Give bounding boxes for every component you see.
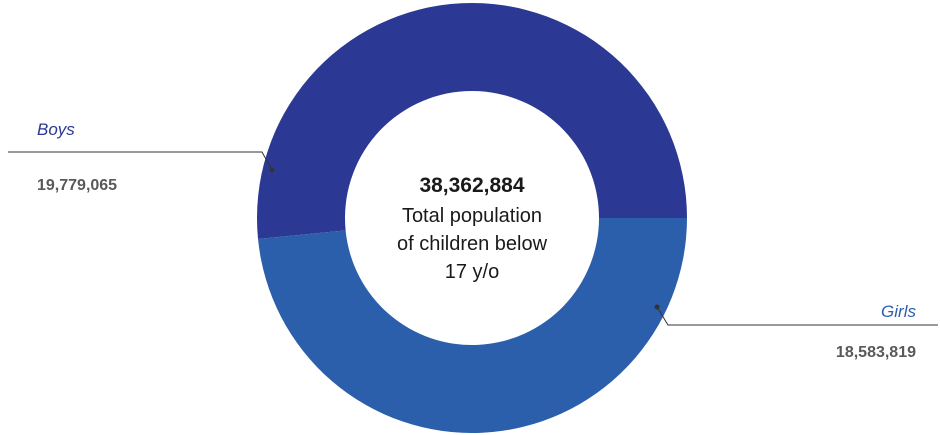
- center-label-line-1: Total population: [402, 205, 542, 227]
- center-label-line-3: 17 y/o: [445, 261, 499, 283]
- donut-slice-boys: [257, 3, 687, 240]
- legend-label-boys: Boys: [37, 120, 75, 139]
- leader-line-boys: [8, 151, 273, 171]
- value-label-boys: 19,779,065: [37, 177, 117, 194]
- center-total-value: 38,362,884: [419, 174, 524, 197]
- donut-slice-girls: [258, 218, 687, 433]
- legend-label-girls: Girls: [881, 302, 916, 321]
- leader-dot-girls: [654, 304, 660, 310]
- leader-line-girls: [656, 306, 938, 326]
- leader-dot-boys: [269, 167, 275, 173]
- center-label-line-2: of children below: [397, 233, 548, 255]
- value-label-girls: 18,583,819: [836, 344, 916, 361]
